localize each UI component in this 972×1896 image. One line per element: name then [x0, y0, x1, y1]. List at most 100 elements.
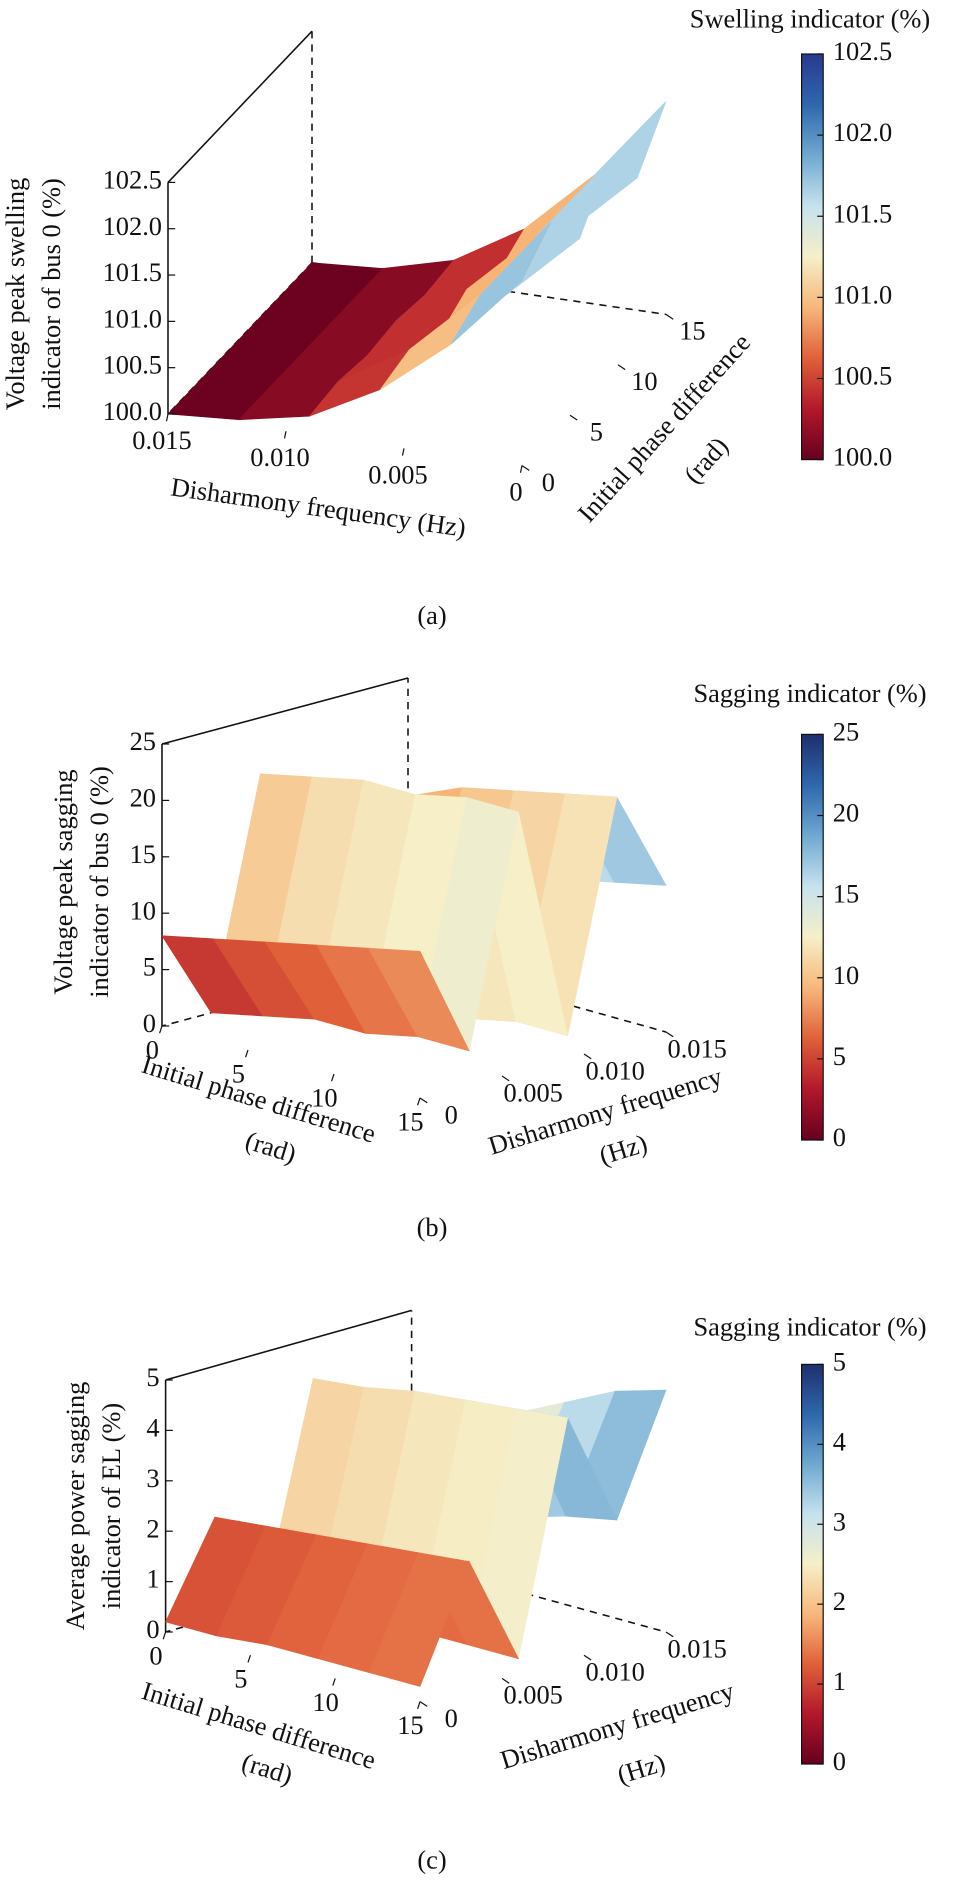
top-edge: [165, 1309, 412, 1381]
z-tick-label: 100.5: [103, 350, 162, 380]
z-tick-label: 25: [130, 726, 156, 756]
z-tick-label: 102.5: [103, 164, 162, 194]
x-tick: [417, 1097, 421, 1106]
y-tick: [617, 364, 626, 371]
x-tick-label: 10: [312, 1687, 338, 1717]
colorbar: [801, 53, 824, 461]
x-tick-label: 5: [234, 1664, 247, 1694]
y-tick-label: 5: [590, 416, 603, 446]
caption: (b): [417, 1212, 448, 1242]
x-tick: [331, 1073, 335, 1082]
x-tick-label: 15: [397, 1710, 423, 1740]
axis-label: (Hz): [614, 1747, 669, 1790]
x-tick: [332, 1678, 336, 1686]
axis-label: Voltage peak sagging: [48, 769, 78, 994]
z-tick-label: 4: [146, 1412, 159, 1442]
y-tick: [665, 1631, 674, 1638]
y-tick: [419, 1701, 428, 1707]
y-tick-label: 10: [631, 366, 657, 396]
y-tick: [569, 414, 578, 421]
y-tick-label: 0: [542, 467, 555, 497]
y-tick-label: 0.010: [586, 1055, 645, 1085]
surface-patch: [368, 1552, 470, 1687]
z-tick-label: 5: [146, 1362, 159, 1392]
x-tick-label: 0: [146, 1034, 159, 1064]
colorbar: [801, 733, 824, 1141]
y-tick-label: 0.015: [668, 1033, 727, 1063]
colorbar-tick-label: 20: [833, 798, 859, 828]
y-tick: [521, 465, 530, 471]
x-tick: [283, 431, 287, 439]
axis-label: Voltage peak swelling: [0, 178, 30, 411]
x-tick: [162, 1631, 167, 1640]
colorbar-title: Swelling indicator (%): [690, 4, 930, 34]
colorbar-tick-label: 5: [833, 1346, 846, 1376]
x-tick: [417, 1701, 421, 1709]
colorbar-tick-label: 2: [833, 1586, 846, 1616]
z-tick-label: 100.0: [103, 396, 162, 426]
caption: (c): [417, 1844, 446, 1874]
x-tick-label: 0.015: [132, 425, 191, 455]
z-tick-label: 20: [130, 782, 156, 812]
z-tick-label: 101.5: [103, 257, 162, 287]
colorbar-tick-label: 102.5: [833, 36, 892, 66]
axis-label: indicator of bus 0 (%): [84, 766, 114, 998]
x-tick-label: 15: [397, 1106, 423, 1136]
colorbar-tick-label: 101.5: [833, 198, 892, 228]
x-tick: [159, 1025, 163, 1034]
panel: 0 5 10 15 0 0.005 0.010 0.015 0 1 2 3 4 5 Average powe…: [60, 1309, 927, 1874]
colorbar-tick-label: 15: [833, 879, 859, 909]
y-tick-label: 0: [445, 1099, 458, 1129]
y-tick: [665, 1031, 674, 1038]
colorbar-tick-label: 1: [833, 1666, 846, 1696]
x-tick-label: 0.010: [250, 442, 309, 472]
colorbar-tick-label: 10: [833, 960, 859, 990]
colorbar-tick-label: 4: [833, 1426, 846, 1456]
x-tick: [165, 413, 169, 422]
axis-label: indicator of bus 0 (%): [36, 178, 66, 410]
y-tick-label: 15: [679, 316, 705, 346]
y-tick: [501, 1677, 510, 1684]
colorbar-tick-label: 102.0: [833, 117, 892, 147]
colorbar-tick-label: 100.5: [833, 361, 892, 391]
x-tick: [247, 1655, 251, 1663]
colorbar: [801, 1363, 824, 1765]
y-tick: [501, 1075, 510, 1082]
x-tick: [401, 448, 405, 456]
z-tick-label: 10: [130, 895, 156, 925]
y-tick-label: 0.010: [586, 1656, 645, 1686]
axis-label: (rad): [678, 431, 735, 489]
z-tick-label: 102.0: [103, 211, 162, 241]
top-edge: [167, 30, 313, 183]
surface-patch: [367, 947, 470, 1052]
colorbar-tick-label: 101.0: [833, 279, 892, 309]
axis-label: (rad): [242, 1125, 300, 1169]
x-tick: [245, 1049, 249, 1058]
colorbar-tick-label: 25: [833, 716, 859, 746]
z-tick-label: 3: [146, 1463, 159, 1493]
colorbar-tick-label: 0: [833, 1122, 846, 1152]
y-tick-label: 0.015: [668, 1633, 727, 1663]
y-tick: [419, 1097, 428, 1104]
colorbar-tick-label: 100.0: [833, 442, 892, 472]
panel: 0 0.005 0.010 0.015 0 5 10 15 100.0 100.5 101.0 101…: [0, 4, 930, 630]
colorbar-tick-label: 3: [833, 1506, 846, 1536]
x-tick-label: 0: [149, 1640, 162, 1670]
z-tick-label: 2: [146, 1513, 159, 1543]
x-tick-label: 10: [311, 1082, 337, 1112]
z-tick-label: 5: [143, 952, 156, 982]
axis-label: (Hz): [596, 1128, 651, 1171]
x-tick-label: 5: [232, 1058, 245, 1088]
z-tick-label: 15: [130, 839, 156, 869]
colorbar-tick-label: 5: [833, 1041, 846, 1071]
z-tick-label: 0: [146, 1614, 159, 1644]
colorbar-title: Sagging indicator (%): [693, 1312, 926, 1342]
axis-label: (rad): [238, 1747, 296, 1791]
z-tick-label: 101.0: [103, 303, 162, 333]
axis-label: Average power sagging: [60, 1382, 90, 1631]
y-tick-label: 0.005: [504, 1680, 563, 1710]
y-tick: [583, 1654, 592, 1661]
y-tick-label: 0: [445, 1703, 458, 1733]
